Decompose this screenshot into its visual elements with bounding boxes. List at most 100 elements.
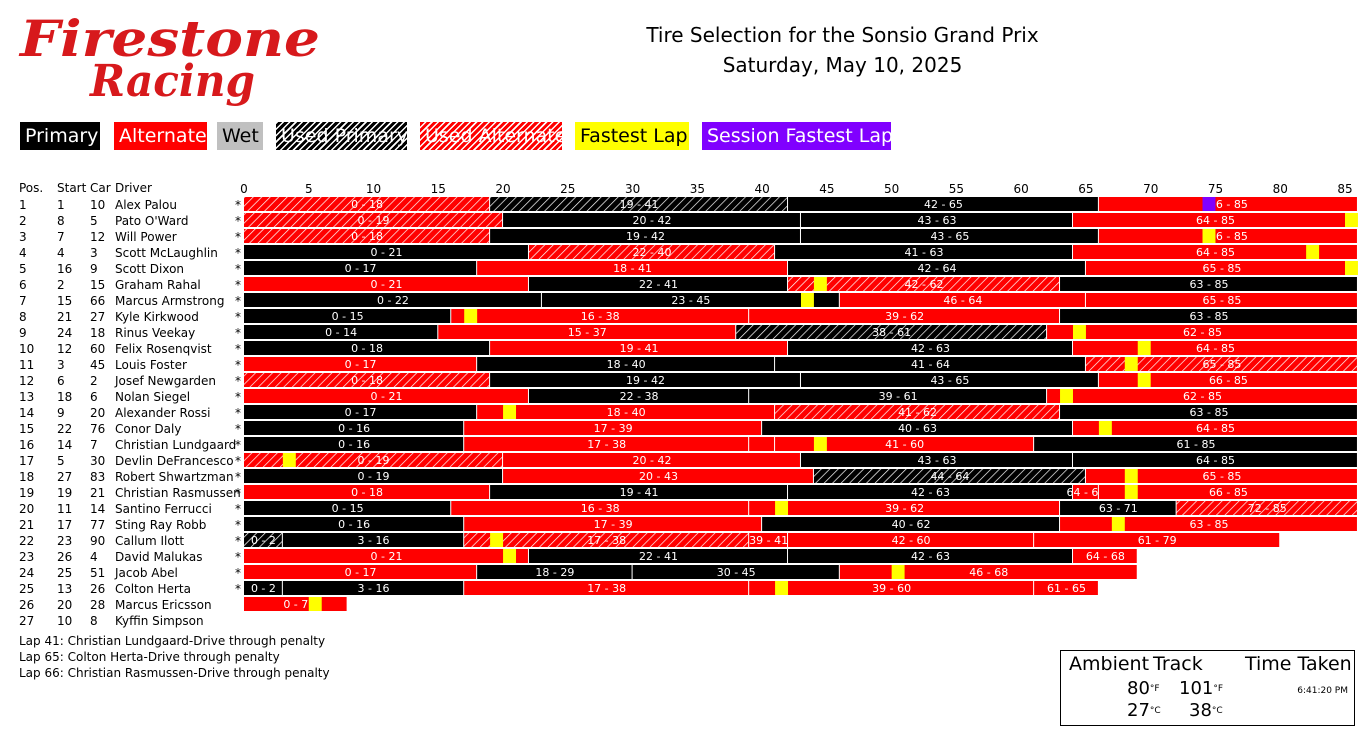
stint-bar bbox=[1034, 437, 1357, 451]
driver-name: Rinus Veekay bbox=[115, 326, 195, 340]
stint-label: 41 - 63 bbox=[905, 246, 944, 259]
driver-name: Christian Lundgaard bbox=[115, 438, 236, 452]
start-cell: 11 bbox=[57, 502, 72, 516]
x-tick-label: 60 bbox=[1014, 182, 1029, 196]
start-cell: 23 bbox=[57, 534, 72, 548]
legend-wet: Wet bbox=[217, 122, 263, 150]
stint-label: 19 - 41 bbox=[620, 198, 659, 211]
stint-bar bbox=[244, 357, 477, 371]
pos-cell: 5 bbox=[19, 262, 27, 276]
logo-wordmark: Firestone bbox=[18, 9, 320, 68]
asterisk-mark: * bbox=[235, 358, 241, 372]
stint-bar bbox=[464, 437, 749, 451]
stint-label: 0 - 18 bbox=[351, 198, 383, 211]
stint-label: 39 - 60 bbox=[872, 582, 911, 595]
asterisk-mark: * bbox=[235, 230, 241, 244]
stint-bar bbox=[244, 437, 464, 451]
stint-bar bbox=[775, 437, 1034, 451]
stint-label: 23 - 45 bbox=[671, 294, 710, 307]
x-tick-label: 80 bbox=[1273, 182, 1288, 196]
stint-bar bbox=[528, 277, 788, 291]
stint-bar bbox=[1060, 309, 1357, 323]
stint-label: 0 - 14 bbox=[325, 326, 357, 339]
car-cell: 10 bbox=[90, 198, 105, 212]
stint-label: 0 - 21 bbox=[370, 278, 402, 291]
stint-label: 17 - 38 bbox=[587, 582, 626, 595]
driver-name: Will Power bbox=[115, 230, 177, 244]
penalty-notes: Lap 41: Christian Lundgaard-Drive throug… bbox=[19, 633, 330, 681]
driver-name: Santino Ferrucci bbox=[115, 502, 212, 516]
pos-cell: 7 bbox=[19, 294, 27, 308]
driver-row: 11 3 45 Louis Foster * 0 - 17 18 - 40 41 - 64 65… bbox=[19, 357, 1357, 372]
asterisk-mark: * bbox=[235, 470, 241, 484]
x-tick-label: 75 bbox=[1208, 182, 1223, 196]
stint-bar bbox=[1034, 581, 1098, 595]
session-fastest-lap-mark bbox=[1202, 197, 1216, 211]
stint-label: 43 - 63 bbox=[917, 214, 956, 227]
pos-cell: 8 bbox=[19, 310, 27, 324]
stint-bar bbox=[1085, 261, 1357, 275]
stint-bar bbox=[490, 229, 800, 243]
stint-bar bbox=[1072, 245, 1357, 259]
asterisk-mark: * bbox=[235, 310, 241, 324]
driver-name: Sting Ray Robb bbox=[115, 518, 206, 532]
stint-label: 40 - 62 bbox=[892, 518, 931, 531]
legend-used-primary: Used Primary bbox=[276, 122, 408, 150]
stint-label: 18 - 40 bbox=[607, 358, 646, 371]
stint-label: 0 - 21 bbox=[370, 550, 402, 563]
start-cell: 4 bbox=[57, 246, 65, 260]
x-tick-label: 45 bbox=[819, 182, 834, 196]
stint-label: 22 - 38 bbox=[620, 390, 659, 403]
stint-label: 0 - 16 bbox=[338, 422, 370, 435]
driver-row: 2 8 5 Pato O'Ward * 0 - 19 20 - 42 43 - 63 64 - … bbox=[19, 213, 1358, 228]
stint-bar bbox=[244, 469, 503, 483]
stint-label: 43 - 65 bbox=[930, 374, 969, 387]
driver-name: Louis Foster bbox=[115, 358, 187, 372]
stint-bar bbox=[244, 517, 464, 531]
stint-label: 42 - 60 bbox=[892, 534, 931, 547]
driver-name: Marcus Ericsson bbox=[115, 598, 212, 612]
stint-bar bbox=[1047, 389, 1357, 403]
stint-bar bbox=[438, 325, 736, 339]
stint-bar bbox=[477, 357, 775, 371]
fastest-lap-mark bbox=[503, 549, 517, 563]
pos-cell: 4 bbox=[19, 246, 27, 260]
fastest-lap-mark bbox=[1137, 373, 1151, 387]
stint-bar bbox=[244, 229, 490, 243]
fastest-lap-mark bbox=[813, 277, 827, 291]
driver-row: 13 18 6 Nolan Siegel * 0 - 21 22 - 38 39 - 61 62… bbox=[19, 389, 1357, 404]
car-cell: 66 bbox=[90, 294, 105, 308]
fastest-lap-mark bbox=[891, 565, 905, 579]
stint-label: 65 - 85 bbox=[1202, 470, 1241, 483]
pos-cell: 21 bbox=[19, 518, 34, 532]
asterisk-mark: * bbox=[235, 214, 241, 228]
x-tick-label: 15 bbox=[431, 182, 446, 196]
note-1: Lap 41: Christian Lundgaard-Drive throug… bbox=[19, 634, 326, 648]
ambient-c: 27°C bbox=[1127, 700, 1161, 721]
stint-bar bbox=[244, 501, 451, 515]
stint-bar bbox=[632, 565, 839, 579]
start-cell: 21 bbox=[57, 310, 72, 324]
x-tick-label: 40 bbox=[754, 182, 769, 196]
car-cell: 9 bbox=[90, 262, 98, 276]
pos-cell: 20 bbox=[19, 502, 34, 516]
stint-label: 18 - 41 bbox=[613, 262, 652, 275]
stint-bar bbox=[244, 533, 282, 547]
stint-bar bbox=[1072, 549, 1137, 563]
header-car: Car bbox=[90, 181, 111, 195]
car-cell: 27 bbox=[90, 310, 105, 324]
driver-row: 17 5 30 Devlin DeFrancesco * 0 - 19 20 - 42 43 … bbox=[19, 453, 1357, 468]
stint-bar bbox=[800, 373, 1098, 387]
stint-bar bbox=[1060, 277, 1357, 291]
stint-label: 66 - 85 bbox=[1209, 486, 1248, 499]
stint-bar bbox=[244, 213, 503, 227]
stint-label: 64 - 85 bbox=[1196, 246, 1235, 259]
stint-label: 22 - 41 bbox=[639, 550, 678, 563]
stint-bar bbox=[749, 533, 788, 547]
stint-label: 66 - 85 bbox=[1209, 198, 1248, 211]
stint-bar bbox=[244, 565, 477, 579]
pos-cell: 27 bbox=[19, 614, 34, 628]
fastest-lap-mark bbox=[775, 581, 789, 595]
stint-label: 63 - 71 bbox=[1099, 502, 1138, 515]
stint-bar bbox=[1072, 485, 1098, 499]
